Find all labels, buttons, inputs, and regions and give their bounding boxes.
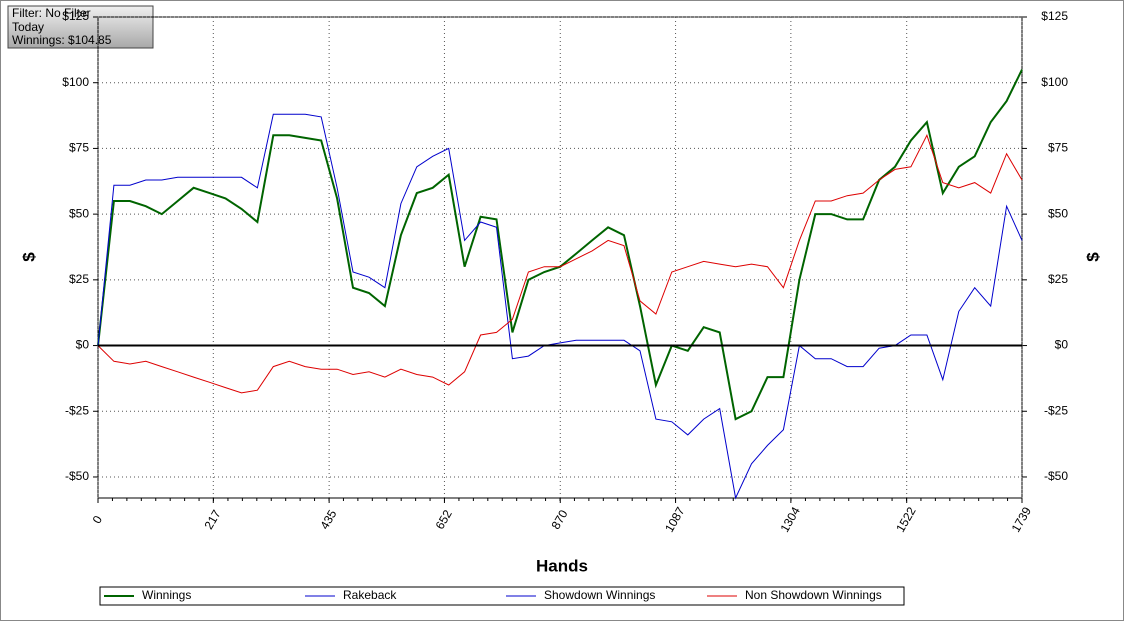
info-winnings: Winnings: $104.85 xyxy=(12,33,112,47)
y-tick-label: -$25 xyxy=(65,403,89,417)
y-tick-label: $50 xyxy=(69,206,89,220)
y-tick-label: $75 xyxy=(69,141,89,155)
y-tick-label: $0 xyxy=(76,338,90,352)
y2-tick-label: $50 xyxy=(1048,206,1068,220)
x-axis-title: Hands xyxy=(536,556,588,575)
info-period: Today xyxy=(12,20,44,34)
legend-label: Winnings xyxy=(142,588,191,602)
legend-label: Rakeback xyxy=(343,588,397,602)
y2-tick-label: $75 xyxy=(1048,141,1068,155)
y-tick-label: -$50 xyxy=(65,469,89,483)
legend xyxy=(99,586,905,606)
series-line xyxy=(97,134,1023,394)
y2-tick-label: $0 xyxy=(1055,338,1069,352)
y2-tick-label: $100 xyxy=(1041,75,1068,89)
info-filter: Filter: No Filter xyxy=(12,6,91,20)
legend-label: Non Showdown Winnings xyxy=(745,588,882,602)
y2-tick-label: -$25 xyxy=(1044,403,1068,417)
y-tick-label: $125 xyxy=(62,9,89,23)
y-tick-label: $25 xyxy=(69,272,89,286)
y2-axis-title: $ xyxy=(1083,252,1102,262)
y-axis-title: $ xyxy=(19,252,38,262)
y-tick-label: $100 xyxy=(62,75,89,89)
legend-label: Showdown Winnings xyxy=(544,588,655,602)
y2-tick-label: $125 xyxy=(1041,9,1068,23)
y2-tick-label: $25 xyxy=(1048,272,1068,286)
series-line xyxy=(97,113,1023,500)
y2-tick-label: -$50 xyxy=(1044,469,1068,483)
info-box xyxy=(7,5,154,49)
